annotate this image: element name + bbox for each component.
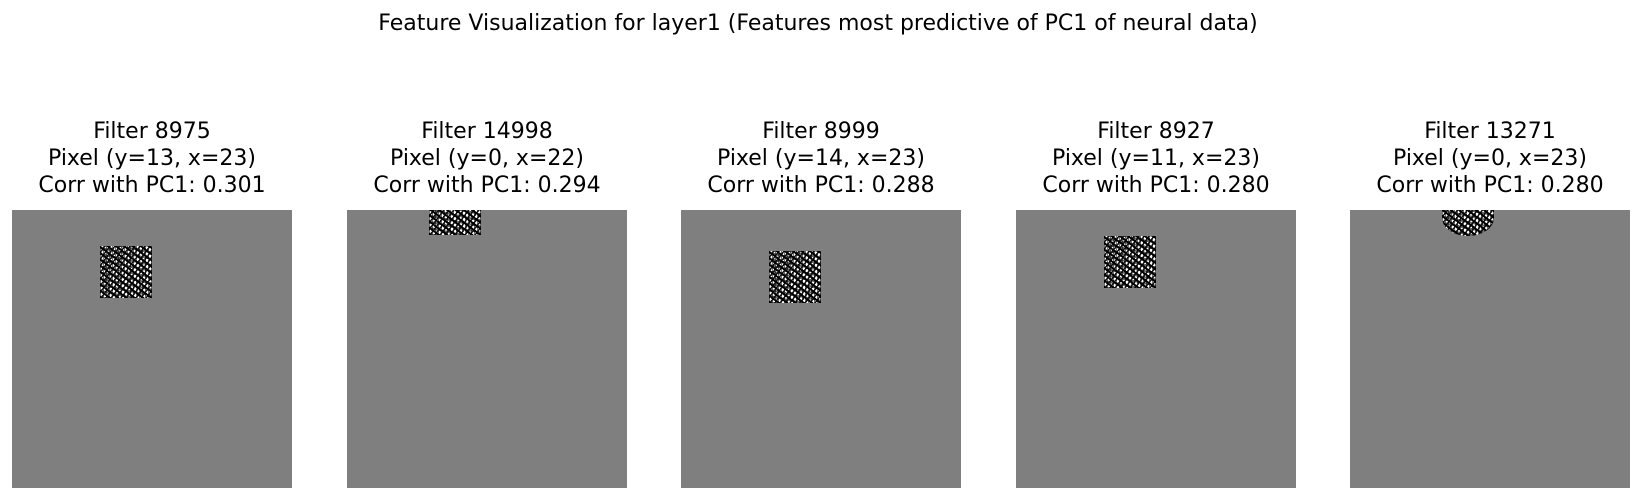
filter-label: Filter 8999	[762, 119, 880, 144]
activation-patch	[769, 251, 821, 303]
filter-label: Filter 8927	[1097, 119, 1215, 144]
pixel-label: Pixel (y=0, x=22)	[390, 146, 584, 171]
correlation-label: Corr with PC1: 0.301	[38, 173, 266, 198]
panel-title: Filter 8975 Pixel (y=13, x=23) Corr with…	[0, 118, 312, 199]
panel-title: Filter 8927 Pixel (y=11, x=23) Corr with…	[996, 118, 1316, 199]
pixel-label: Pixel (y=13, x=23)	[48, 146, 256, 171]
figure-title: Feature Visualization for layer1 (Featur…	[378, 11, 1258, 36]
feature-panel: Filter 8975 Pixel (y=13, x=23) Corr with…	[12, 118, 292, 490]
feature-panel: Filter 8999 Pixel (y=14, x=23) Corr with…	[681, 118, 961, 490]
correlation-label: Corr with PC1: 0.280	[1042, 173, 1270, 198]
filter-label: Filter 8975	[93, 119, 211, 144]
filter-label: Filter 14998	[421, 119, 553, 144]
feature-image	[1350, 210, 1630, 488]
panel-title: Filter 8999 Pixel (y=14, x=23) Corr with…	[661, 118, 981, 199]
correlation-label: Corr with PC1: 0.294	[373, 173, 601, 198]
feature-panel: Filter 8927 Pixel (y=11, x=23) Corr with…	[1016, 118, 1296, 490]
correlation-label: Corr with PC1: 0.280	[1376, 173, 1604, 198]
filter-label: Filter 13271	[1424, 119, 1556, 144]
panel-title: Filter 13271 Pixel (y=0, x=23) Corr with…	[1330, 118, 1636, 199]
pixel-label: Pixel (y=0, x=23)	[1393, 146, 1587, 171]
feature-image	[681, 210, 961, 488]
activation-patch	[429, 210, 481, 235]
activation-patch	[1442, 210, 1494, 236]
feature-panel: Filter 14998 Pixel (y=0, x=22) Corr with…	[347, 118, 627, 490]
feature-image	[12, 210, 292, 488]
feature-panel: Filter 13271 Pixel (y=0, x=23) Corr with…	[1350, 118, 1630, 490]
pixel-label: Pixel (y=14, x=23)	[717, 146, 925, 171]
pixel-label: Pixel (y=11, x=23)	[1052, 146, 1260, 171]
feature-image	[1016, 210, 1296, 488]
activation-patch	[1104, 236, 1156, 288]
panel-title: Filter 14998 Pixel (y=0, x=22) Corr with…	[327, 118, 647, 199]
activation-patch	[100, 246, 152, 298]
feature-image	[347, 210, 627, 488]
correlation-label: Corr with PC1: 0.288	[707, 173, 935, 198]
